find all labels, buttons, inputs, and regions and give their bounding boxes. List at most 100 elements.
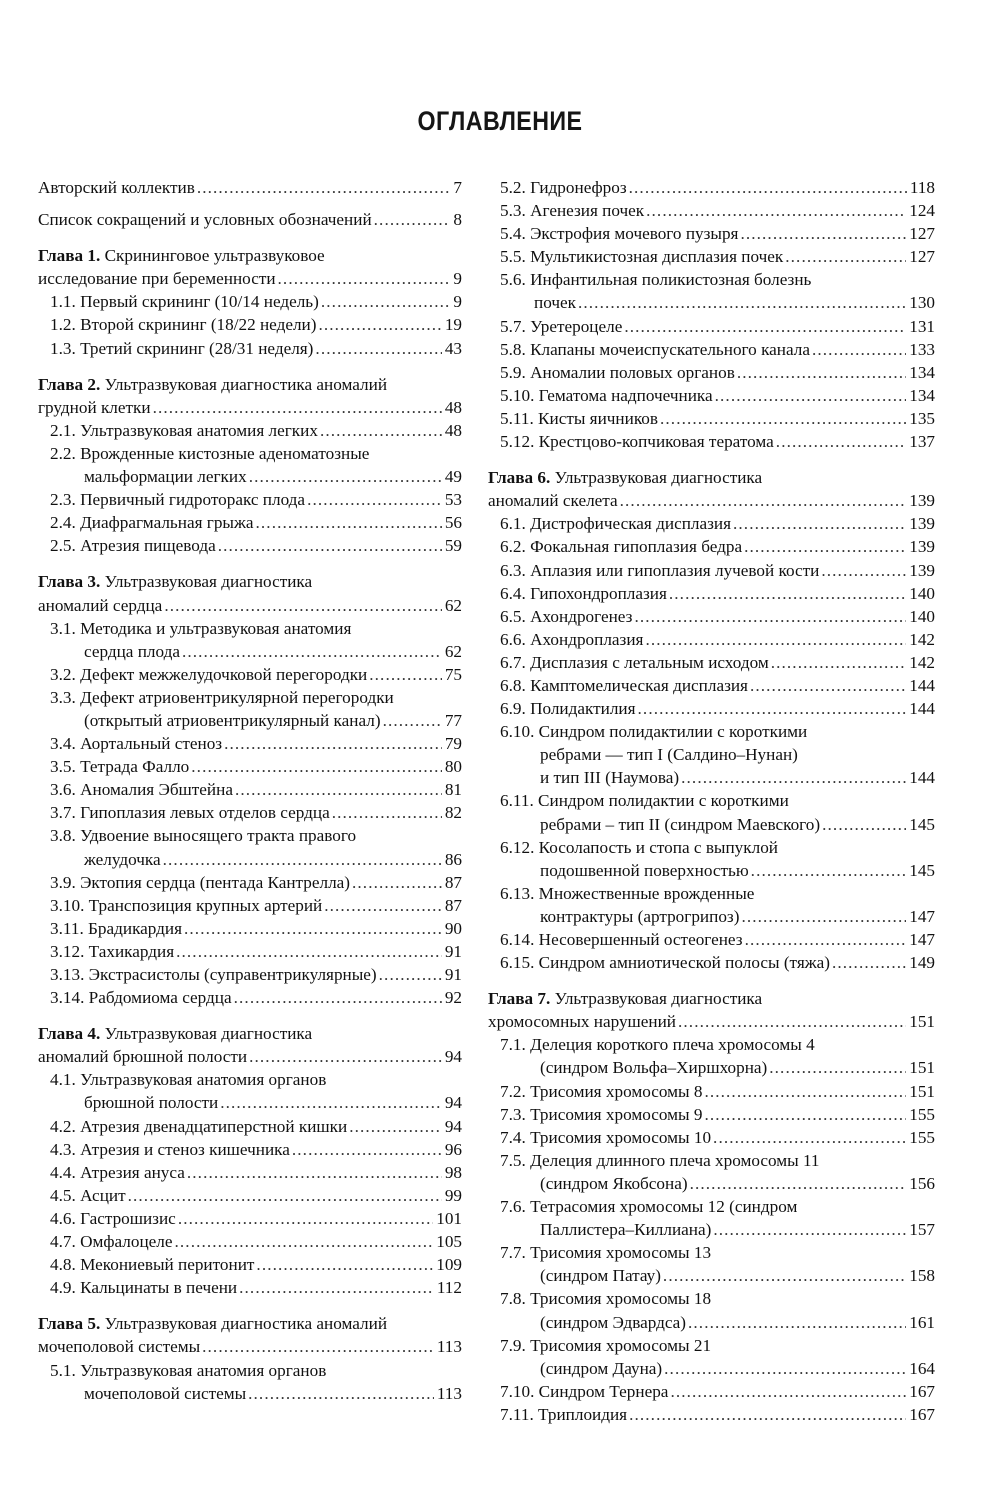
toc-entry[interactable]: сердца плода 62 — [38, 640, 462, 663]
toc-entry[interactable]: 3.5. Тетрада Фалло 80 — [38, 755, 462, 778]
toc-entry[interactable]: 7.10. Синдром Тернера 167 — [488, 1380, 935, 1403]
toc-entry[interactable]: 3.7. Гипоплазия левых отделов сердца 82 — [38, 801, 462, 824]
toc-entry[interactable]: 5.6. Инфантильная поликистозная болезнь — [488, 268, 935, 291]
toc-entry[interactable]: 6.12. Косолапость и стопа с выпуклой — [488, 836, 935, 859]
toc-entry[interactable]: 4.3. Атрезия и стеноз кишечника 96 — [38, 1138, 462, 1161]
toc-entry[interactable]: 6.1. Дистрофическая дисплазия 139 — [488, 512, 935, 535]
toc-entry[interactable]: ребрами – тип II (синдром Маевского) 145 — [488, 813, 935, 836]
toc-entry[interactable]: мочеполовой системы 113 — [38, 1335, 462, 1358]
toc-entry[interactable]: 3.6. Аномалия Эбштейна 81 — [38, 778, 462, 801]
toc-entry[interactable]: аномалий скелета 139 — [488, 489, 935, 512]
toc-entry[interactable]: 7.5. Делеция длинного плеча хромосомы 11 — [488, 1149, 935, 1172]
toc-entry[interactable]: (синдром Дауна) 164 — [488, 1357, 935, 1380]
toc-entry[interactable]: ребрами — тип I (Салдино–Нунан) — [488, 743, 935, 766]
toc-chapter-entry[interactable]: Глава 1. Скрининговое ультразвуковое — [38, 244, 462, 267]
toc-entry[interactable]: 4.7. Омфалоцеле 105 — [38, 1230, 462, 1253]
toc-entry[interactable]: 1.1. Первый скрининг (10/14 недель) 9 — [38, 290, 462, 313]
toc-entry[interactable]: грудной клетки 48 — [38, 396, 462, 419]
toc-entry[interactable]: брюшной полости 94 — [38, 1091, 462, 1114]
toc-entry[interactable]: 4.6. Гастрошизис 101 — [38, 1207, 462, 1230]
toc-entry[interactable]: (синдром Вольфа–Хиршхорна) 151 — [488, 1056, 935, 1079]
toc-entry[interactable]: 6.13. Множественные врожденные — [488, 882, 935, 905]
toc-entry[interactable]: (синдром Патау) 158 — [488, 1264, 935, 1287]
toc-entry[interactable]: 5.5. Мультикистозная дисплазия почек 127 — [488, 245, 935, 268]
toc-entry[interactable]: 3.2. Дефект межжелудочковой перегородки 7… — [38, 663, 462, 686]
toc-entry[interactable]: 6.10. Синдром полидактилии с короткими — [488, 720, 935, 743]
toc-entry[interactable]: аномалий сердца 62 — [38, 594, 462, 617]
toc-entry[interactable]: 1.2. Второй скрининг (18/22 недели) 19 — [38, 313, 462, 336]
toc-entry[interactable]: 6.9. Полидактилия 144 — [488, 697, 935, 720]
toc-entry[interactable]: 5.9. Аномалии половых органов 134 — [488, 361, 935, 384]
toc-entry[interactable]: 5.12. Крестцово-копчиковая тератома 137 — [488, 430, 935, 453]
toc-entry[interactable]: 6.8. Камптомелическая дисплазия 144 — [488, 674, 935, 697]
toc-entry[interactable]: мочеполовой системы 113 — [38, 1382, 462, 1405]
toc-entry[interactable]: аномалий брюшной полости 94 — [38, 1045, 462, 1068]
toc-entry[interactable]: 4.8. Мекониевый перитонит 109 — [38, 1253, 462, 1276]
toc-entry[interactable]: 6.6. Ахондроплазия 142 — [488, 628, 935, 651]
toc-entry[interactable]: контрактуры (артрогрипоз) 147 — [488, 905, 935, 928]
toc-entry[interactable]: 5.3. Агенезия почек 124 — [488, 199, 935, 222]
toc-entry[interactable]: желудочка 86 — [38, 848, 462, 871]
toc-entry[interactable]: 2.3. Первичный гидроторакс плода 53 — [38, 488, 462, 511]
toc-entry[interactable]: 2.5. Атрезия пищевода 59 — [38, 534, 462, 557]
toc-entry[interactable]: 2.2. Врожденные кистозные аденоматозные — [38, 442, 462, 465]
toc-entry[interactable]: 7.4. Трисомия хромосомы 10 155 — [488, 1126, 935, 1149]
toc-chapter-entry[interactable]: Глава 7. Ультразвуковая диагностика — [488, 987, 935, 1010]
toc-entry[interactable]: 7.11. Триплоидия 167 — [488, 1403, 935, 1426]
toc-entry[interactable]: 5.11. Кисты яичников 135 — [488, 407, 935, 430]
toc-entry[interactable]: 3.14. Рабдомиома сердца 92 — [38, 986, 462, 1009]
toc-entry[interactable]: 4.1. Ультразвуковая анатомия органов — [38, 1068, 462, 1091]
toc-entry[interactable]: 7.2. Трисомия хромосомы 8 151 — [488, 1080, 935, 1103]
toc-entry[interactable]: 7.1. Делеция короткого плеча хромосомы 4 — [488, 1033, 935, 1056]
toc-entry[interactable]: 7.8. Трисомия хромосомы 18 — [488, 1287, 935, 1310]
toc-entry[interactable]: 6.7. Дисплазия с летальным исходом 142 — [488, 651, 935, 674]
toc-entry[interactable]: 3.11. Брадикардия 90 — [38, 917, 462, 940]
toc-entry[interactable]: 6.2. Фокальная гипоплазия бедра 139 — [488, 535, 935, 558]
toc-chapter-entry[interactable]: Глава 3. Ультразвуковая диагностика — [38, 570, 462, 593]
toc-entry[interactable]: (открытый атриовентрикулярный канал) 77 — [38, 709, 462, 732]
toc-entry[interactable]: 6.5. Ахондрогенез 140 — [488, 605, 935, 628]
toc-entry[interactable]: 2.4. Диафрагмальная грыжа 56 — [38, 511, 462, 534]
toc-entry[interactable]: 7.6. Тетрасомия хромосомы 12 (синдром — [488, 1195, 935, 1218]
toc-entry[interactable]: и тип III (Наумова) 144 — [488, 766, 935, 789]
toc-entry[interactable]: 3.3. Дефект атриовентрикулярной перегоро… — [38, 686, 462, 709]
toc-entry[interactable]: 2.1. Ультразвуковая анатомия легких 48 — [38, 419, 462, 442]
toc-chapter-entry[interactable]: Глава 2. Ультразвуковая диагностика аном… — [38, 373, 462, 396]
toc-entry[interactable]: 7.9. Трисомия хромосомы 21 — [488, 1334, 935, 1357]
toc-entry[interactable]: 3.9. Эктопия сердца (пентада Кантрелла) 8… — [38, 871, 462, 894]
toc-entry[interactable]: 3.12. Тахикардия 91 — [38, 940, 462, 963]
toc-entry[interactable]: Паллистера–Киллиана) 157 — [488, 1218, 935, 1241]
toc-entry[interactable]: хромосомных нарушений 151 — [488, 1010, 935, 1033]
toc-entry[interactable]: 5.10. Гематома надпочечника 134 — [488, 384, 935, 407]
toc-entry[interactable]: 3.1. Методика и ультразвуковая анатомия — [38, 617, 462, 640]
toc-entry[interactable]: 6.4. Гипохондроплазия 140 — [488, 582, 935, 605]
toc-entry[interactable]: 6.14. Несовершенный остеогенез 147 — [488, 928, 935, 951]
toc-entry[interactable]: (синдром Эдвардса) 161 — [488, 1311, 935, 1334]
toc-entry[interactable]: 4.2. Атрезия двенадцатиперстной кишки 94 — [38, 1115, 462, 1138]
toc-entry[interactable]: 5.1. Ультразвуковая анатомия органов — [38, 1359, 462, 1382]
toc-entry[interactable]: 5.7. Уретероцеле 131 — [488, 315, 935, 338]
toc-entry[interactable]: Список сокращений и условных обозначений… — [38, 208, 462, 231]
toc-entry[interactable]: 6.11. Синдром полидактии с короткими — [488, 789, 935, 812]
toc-entry[interactable]: 5.8. Клапаны мочеиспускательного канала 1… — [488, 338, 935, 361]
toc-chapter-entry[interactable]: Глава 6. Ультразвуковая диагностика — [488, 466, 935, 489]
toc-entry[interactable]: 6.3. Аплазия или гипоплазия лучевой кост… — [488, 559, 935, 582]
toc-entry[interactable]: 3.8. Удвоение выносящего тракта правого — [38, 824, 462, 847]
toc-chapter-entry[interactable]: Глава 4. Ультразвуковая диагностика — [38, 1022, 462, 1045]
toc-entry[interactable]: 1.3. Третий скрининг (28/31 неделя) 43 — [38, 337, 462, 360]
toc-entry[interactable]: (синдром Якобсона) 156 — [488, 1172, 935, 1195]
toc-entry[interactable]: 7.3. Трисомия хромосомы 9 155 — [488, 1103, 935, 1126]
toc-entry[interactable]: 4.5. Асцит 99 — [38, 1184, 462, 1207]
toc-entry[interactable]: мальформации легких 49 — [38, 465, 462, 488]
toc-entry[interactable]: 7.7. Трисомия хромосомы 13 — [488, 1241, 935, 1264]
toc-entry[interactable]: 3.13. Экстрасистолы (суправентрикулярные… — [38, 963, 462, 986]
toc-entry[interactable]: подошвенной поверхностью 145 — [488, 859, 935, 882]
toc-entry[interactable]: 6.15. Синдром амниотической полосы (тяжа… — [488, 951, 935, 974]
toc-entry[interactable]: 3.10. Транспозиция крупных артерий 87 — [38, 894, 462, 917]
toc-entry[interactable]: 5.4. Экстрофия мочевого пузыря 127 — [488, 222, 935, 245]
toc-entry[interactable]: 4.9. Кальцинаты в печени 112 — [38, 1276, 462, 1299]
toc-entry[interactable]: Авторский коллектив 7 — [38, 176, 462, 199]
toc-entry[interactable]: 4.4. Атрезия ануса 98 — [38, 1161, 462, 1184]
toc-chapter-entry[interactable]: Глава 5. Ультразвуковая диагностика аном… — [38, 1312, 462, 1335]
toc-entry[interactable]: 3.4. Аортальный стеноз 79 — [38, 732, 462, 755]
